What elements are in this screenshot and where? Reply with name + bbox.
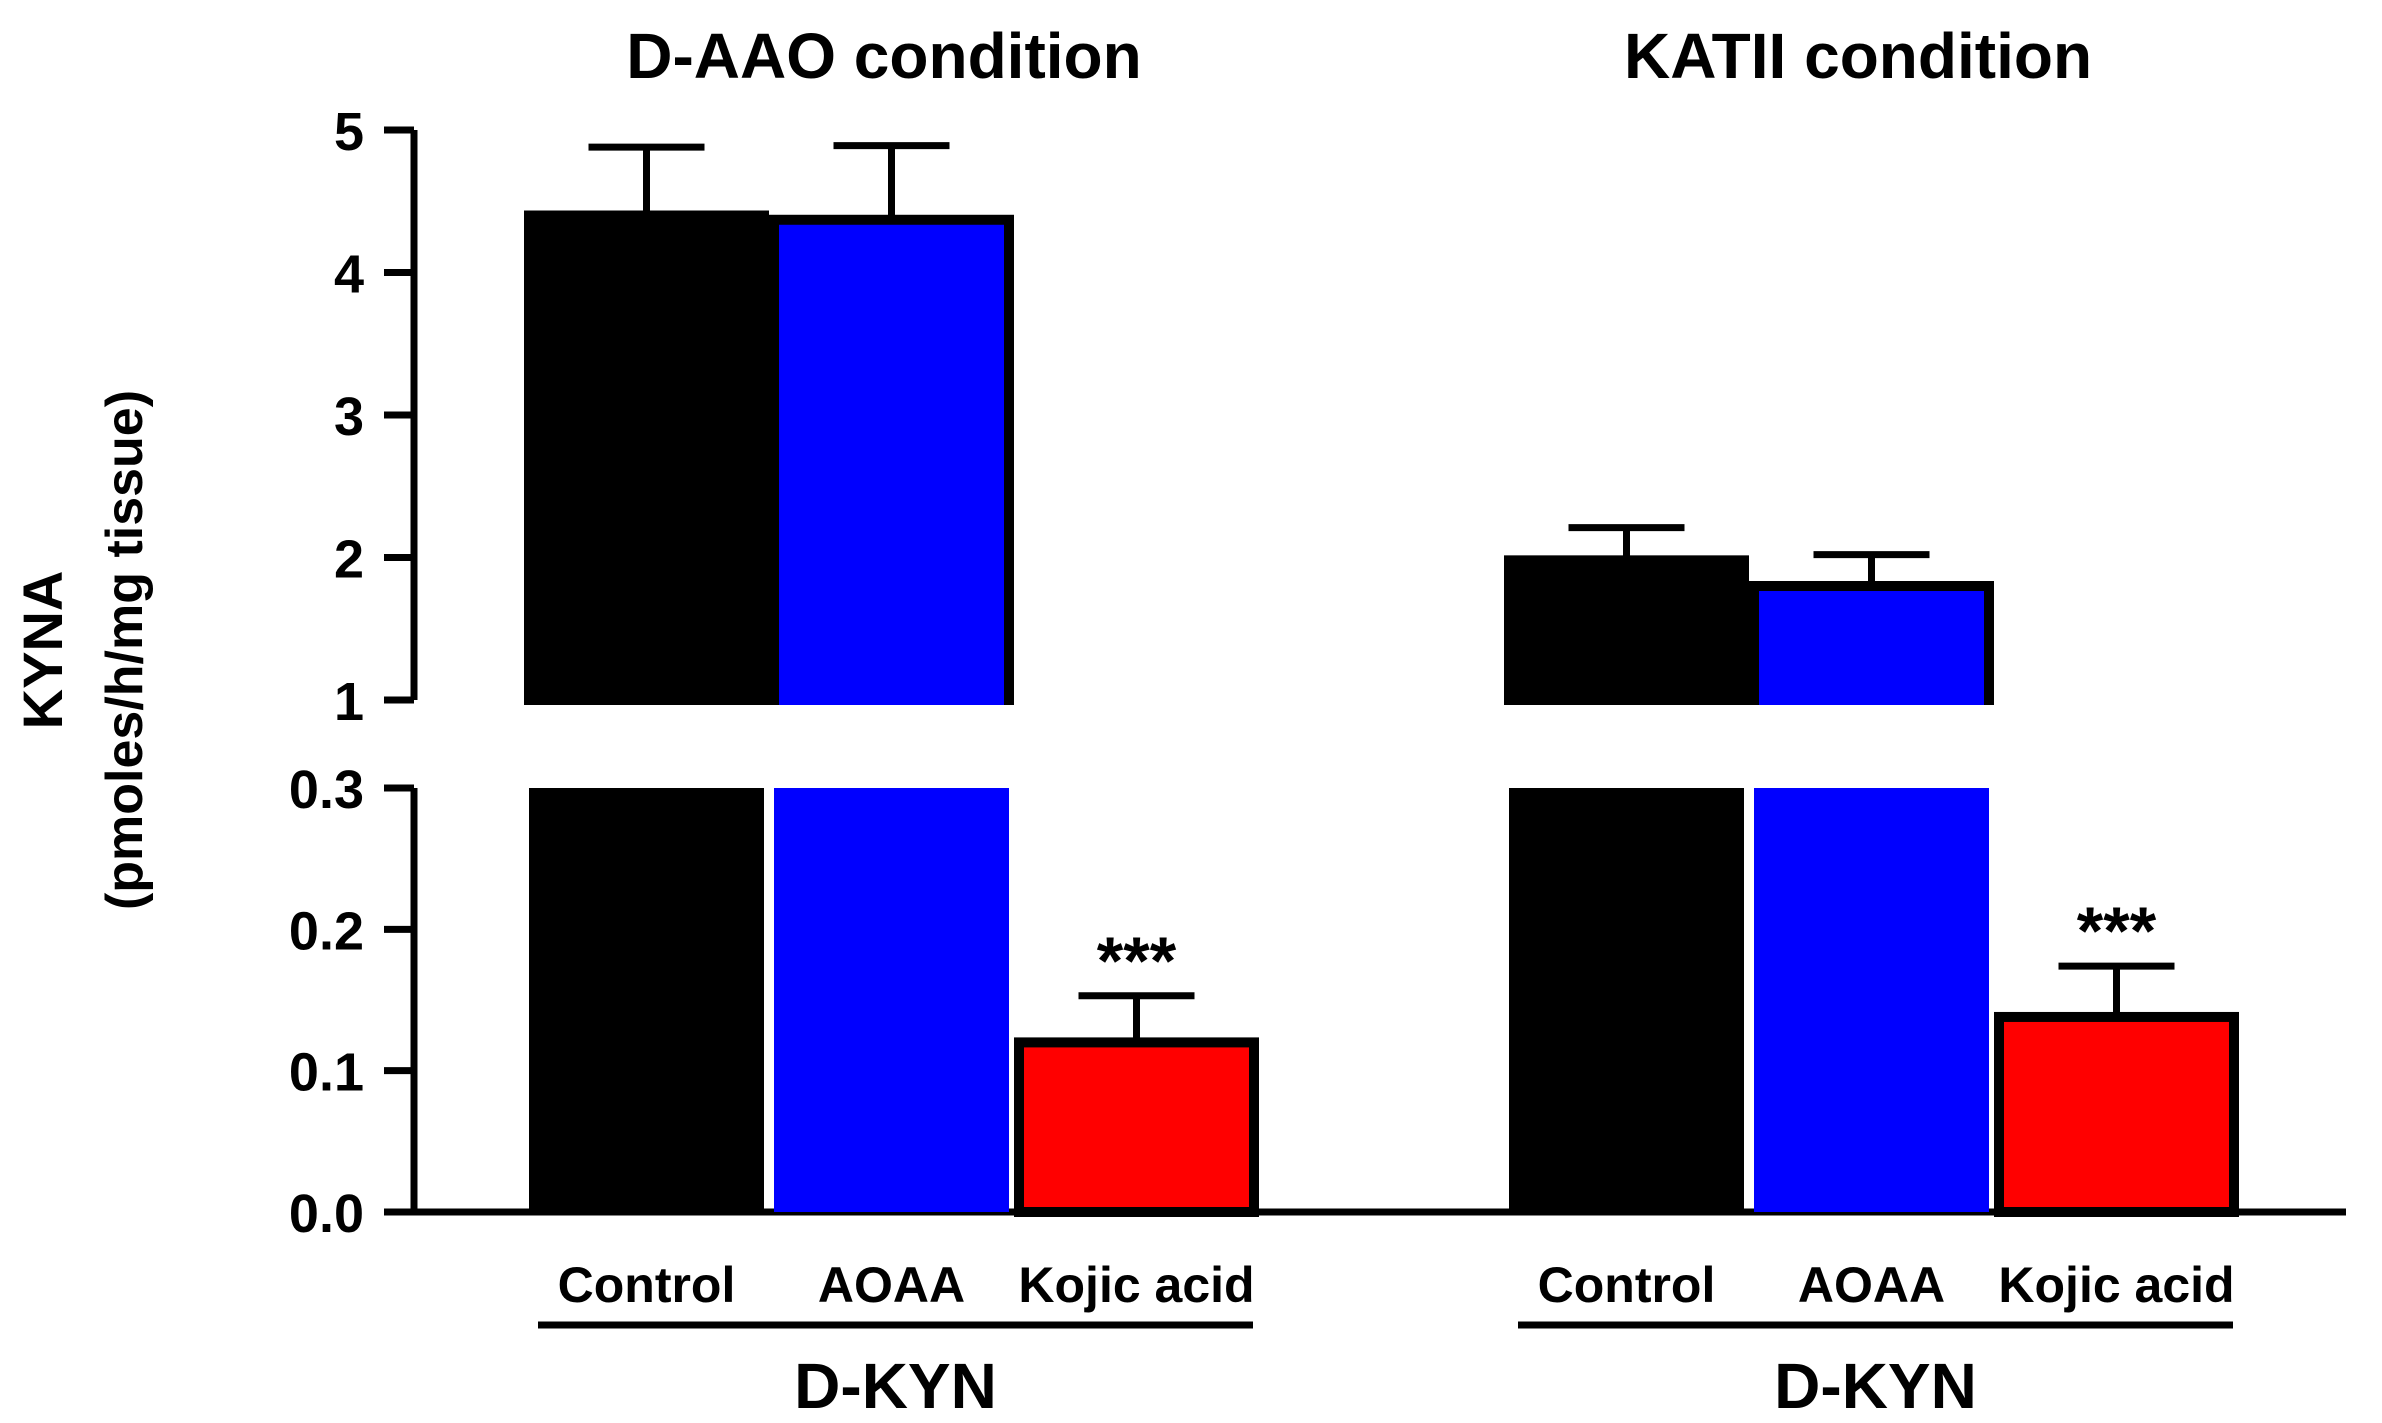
y-tick-label: 4 (334, 245, 364, 305)
y-tick-label: 0.0 (289, 1184, 364, 1244)
y-tick-label: 2 (334, 530, 364, 590)
x-category-label: Kojic acid (1998, 1257, 2234, 1313)
y-tick-label: 1 (334, 672, 364, 732)
group-label: D-KYN (1774, 1350, 1977, 1422)
y-axis-title-line2: (pmoles/h/mg tissue) (96, 390, 154, 910)
y-tick-label: 0.3 (289, 760, 364, 820)
x-category-label: Kojic acid (1018, 1257, 1254, 1313)
y-tick-label: 0.1 (289, 1043, 364, 1103)
x-category-label: AOAA (818, 1257, 965, 1313)
x-category-label: Control (558, 1257, 736, 1313)
bar-break-cover (1514, 695, 1739, 705)
y-tick-label: 3 (334, 387, 364, 447)
y-tick-label: 5 (334, 102, 364, 162)
x-category-label: AOAA (1798, 1257, 1945, 1313)
bar-break-cover (534, 695, 759, 705)
bar-break-cover (1759, 695, 1984, 705)
group-label: D-KYN (794, 1350, 997, 1422)
bar-upper (1504, 555, 1749, 705)
bar-upper (769, 214, 1014, 705)
bar (1014, 1037, 1259, 1218)
bar-lower (529, 788, 764, 1212)
bar-lower (1509, 788, 1744, 1212)
bar-lower (774, 788, 1009, 1212)
bar (1994, 1011, 2239, 1218)
x-category-label: Control (1538, 1257, 1716, 1313)
y-tick-label: 0.2 (289, 901, 364, 961)
group-title: KATII condition (1624, 20, 2092, 92)
group-title: D-AAO condition (626, 20, 1141, 92)
significance-marker: *** (1097, 923, 1177, 999)
y-axis-title-line1: KYNA (11, 571, 74, 730)
bar-lower (1754, 788, 1989, 1212)
bar-upper (524, 210, 769, 705)
bar-break-cover (779, 695, 1004, 705)
significance-marker: *** (2077, 893, 2157, 969)
bar-upper (1749, 581, 1994, 705)
